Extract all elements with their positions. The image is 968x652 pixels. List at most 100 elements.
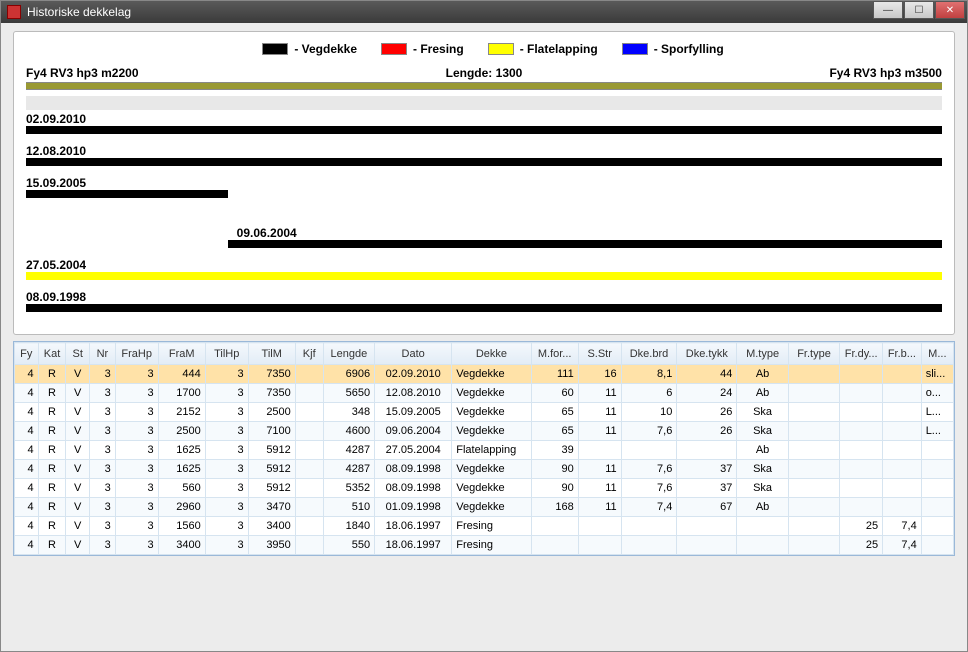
table-cell[interactable]: Fresing	[452, 536, 531, 555]
table-cell[interactable]: 4	[15, 517, 39, 536]
table-cell[interactable]: Ska	[737, 403, 788, 422]
table-cell[interactable]: 37	[677, 460, 737, 479]
table-cell[interactable]: 11	[578, 498, 621, 517]
table-cell[interactable]: 7,6	[621, 479, 677, 498]
table-cell[interactable]	[883, 365, 922, 384]
table-cell[interactable]: Ab	[737, 365, 788, 384]
table-cell[interactable]	[295, 536, 323, 555]
table-cell[interactable]: 7,4	[883, 517, 922, 536]
table-cell[interactable]: 01.09.1998	[375, 498, 452, 517]
table-cell[interactable]: V	[66, 460, 90, 479]
table-cell[interactable]	[840, 460, 883, 479]
table-cell[interactable]: R	[38, 422, 66, 441]
column-header[interactable]: FraHp	[115, 343, 158, 365]
table-cell[interactable]: 3	[115, 441, 158, 460]
table-cell[interactable]: 1560	[158, 517, 205, 536]
table-cell[interactable]	[677, 536, 737, 555]
table-cell[interactable]: 3400	[158, 536, 205, 555]
table-cell[interactable]: 25	[840, 536, 883, 555]
table-cell[interactable]: V	[66, 536, 90, 555]
table-cell[interactable]: R	[38, 498, 66, 517]
table-cell[interactable]	[788, 460, 839, 479]
table-row[interactable]: 4RV33162535912428708.09.1998Vegdekke9011…	[15, 460, 954, 479]
table-cell[interactable]: 550	[323, 536, 374, 555]
table-cell[interactable]: 2152	[158, 403, 205, 422]
table-cell[interactable]: 3	[115, 384, 158, 403]
table-cell[interactable]: 3470	[248, 498, 295, 517]
table-cell[interactable]: 3	[205, 498, 248, 517]
table-cell[interactable]: 444	[158, 365, 205, 384]
table-cell[interactable]: 09.06.2004	[375, 422, 452, 441]
table-cell[interactable]: 90	[531, 460, 578, 479]
table-cell[interactable]: Vegdekke	[452, 384, 531, 403]
table-cell[interactable]	[883, 441, 922, 460]
table-cell[interactable]	[883, 460, 922, 479]
table-cell[interactable]	[840, 384, 883, 403]
column-header[interactable]: M.type	[737, 343, 788, 365]
table-cell[interactable]: 6	[621, 384, 677, 403]
table-cell[interactable]	[677, 517, 737, 536]
table-cell[interactable]	[883, 384, 922, 403]
table-cell[interactable]: 7350	[248, 384, 295, 403]
column-header[interactable]: M...	[921, 343, 953, 365]
table-cell[interactable]	[883, 422, 922, 441]
table-cell[interactable]: 3	[115, 479, 158, 498]
table-cell[interactable]: V	[66, 479, 90, 498]
close-button[interactable]: ✕	[935, 1, 965, 19]
column-header[interactable]: FraM	[158, 343, 205, 365]
table-row[interactable]: 4RV33250037100460009.06.2004Vegdekke6511…	[15, 422, 954, 441]
table-cell[interactable]: 3	[90, 536, 116, 555]
table-row[interactable]: 4RV33162535912428727.05.2004Flatelapping…	[15, 441, 954, 460]
table-cell[interactable]: R	[38, 479, 66, 498]
table-cell[interactable]: 11	[578, 479, 621, 498]
table-cell[interactable]: 3400	[248, 517, 295, 536]
table-cell[interactable]: 3	[115, 536, 158, 555]
table-cell[interactable]	[840, 422, 883, 441]
table-cell[interactable]	[921, 517, 953, 536]
table-cell[interactable]: 4287	[323, 460, 374, 479]
column-header[interactable]: Dke.tykk	[677, 343, 737, 365]
table-cell[interactable]: 11	[578, 460, 621, 479]
table-cell[interactable]	[295, 517, 323, 536]
table-cell[interactable]: 18.06.1997	[375, 517, 452, 536]
table-cell[interactable]	[921, 479, 953, 498]
table-cell[interactable]	[295, 384, 323, 403]
table-cell[interactable]: V	[66, 498, 90, 517]
table-row[interactable]: 4RV3329603347051001.09.1998Vegdekke16811…	[15, 498, 954, 517]
table-cell[interactable]: 3	[90, 384, 116, 403]
table-cell[interactable]: R	[38, 441, 66, 460]
table-cell[interactable]	[921, 460, 953, 479]
table-cell[interactable]: Ska	[737, 479, 788, 498]
table-cell[interactable]: 3950	[248, 536, 295, 555]
table-cell[interactable]: Fresing	[452, 517, 531, 536]
table-cell[interactable]: 7,4	[621, 498, 677, 517]
table-cell[interactable]	[621, 517, 677, 536]
table-cell[interactable]: Ab	[737, 384, 788, 403]
column-header[interactable]: Dekke	[452, 343, 531, 365]
table-cell[interactable]: 90	[531, 479, 578, 498]
table-cell[interactable]: 6906	[323, 365, 374, 384]
table-cell[interactable]: 3	[205, 403, 248, 422]
table-cell[interactable]	[840, 403, 883, 422]
table-cell[interactable]	[677, 441, 737, 460]
column-header[interactable]: TilHp	[205, 343, 248, 365]
column-header[interactable]: Fr.dy...	[840, 343, 883, 365]
data-table[interactable]: FyKatStNrFraHpFraMTilHpTilMKjfLengdeDato…	[14, 342, 954, 555]
table-cell[interactable]: 18.06.1997	[375, 536, 452, 555]
table-cell[interactable]: 560	[158, 479, 205, 498]
table-cell[interactable]: 11	[578, 422, 621, 441]
table-cell[interactable]	[921, 441, 953, 460]
table-cell[interactable]	[737, 517, 788, 536]
table-cell[interactable]: 111	[531, 365, 578, 384]
table-cell[interactable]: 67	[677, 498, 737, 517]
table-cell[interactable]	[840, 479, 883, 498]
table-cell[interactable]: Vegdekke	[452, 479, 531, 498]
table-cell[interactable]: 15.09.2005	[375, 403, 452, 422]
table-cell[interactable]	[295, 403, 323, 422]
table-cell[interactable]: 12.08.2010	[375, 384, 452, 403]
table-row[interactable]: 4RV3344437350690602.09.2010Vegdekke11116…	[15, 365, 954, 384]
table-cell[interactable]: 8,1	[621, 365, 677, 384]
table-cell[interactable]: 3	[205, 536, 248, 555]
table-cell[interactable]: R	[38, 403, 66, 422]
table-cell[interactable]: 65	[531, 403, 578, 422]
